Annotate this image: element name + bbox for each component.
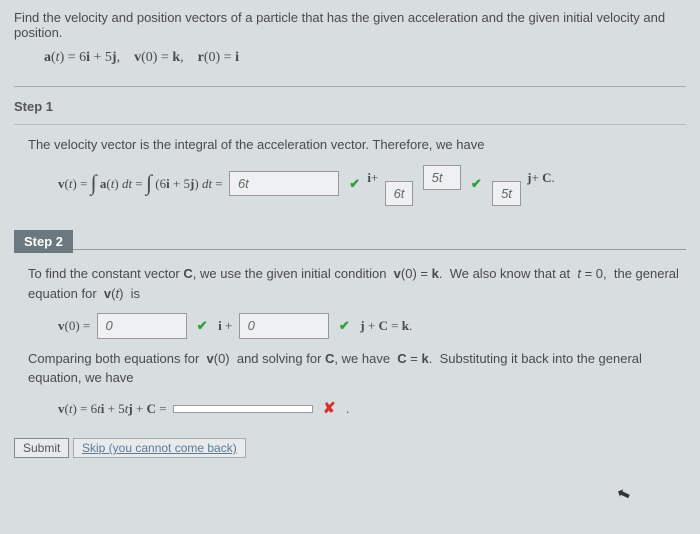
cross-icon: ✘ bbox=[323, 401, 336, 417]
answer-sub-1: 6t bbox=[385, 181, 414, 207]
answer-sub-2: 5t bbox=[492, 181, 521, 207]
answer-input-5[interactable] bbox=[173, 405, 313, 413]
answer-input-4[interactable]: 0 bbox=[239, 313, 329, 339]
problem-equation: a(t) = 6i + 5j, v(0) = k, r(0) = i bbox=[14, 40, 686, 70]
step2-equation-2: v(t) = 6ti + 5tj + C = ✘ . bbox=[58, 398, 686, 421]
step1-label: Step 1 bbox=[14, 99, 686, 114]
skip-link[interactable]: Skip (you cannot come back) bbox=[73, 438, 246, 458]
check-icon: ✔ bbox=[349, 176, 360, 191]
step2-text1: To find the constant vector C, we use th… bbox=[28, 264, 686, 303]
cursor-icon: ⬉ bbox=[614, 482, 633, 505]
check-icon: ✔ bbox=[197, 318, 208, 333]
check-icon: ✔ bbox=[339, 318, 350, 333]
step2-equation-1: v(0) = 0 ✔ i + 0 ✔ j + C = k. bbox=[58, 313, 686, 339]
check-icon: ✔ bbox=[471, 176, 482, 191]
step1-equation: v(t) = ∫ a(t) dt = ∫ (6i + 5j) dt = 6t ✔… bbox=[58, 165, 686, 207]
problem-text: Find the velocity and position vectors o… bbox=[14, 10, 686, 40]
answer-input-3[interactable]: 0 bbox=[97, 313, 187, 339]
step2-text2: Comparing both equations for v(0) and so… bbox=[28, 349, 686, 388]
step2-label: Step 2 bbox=[14, 230, 73, 253]
submit-button[interactable]: Submit bbox=[14, 438, 69, 458]
divider bbox=[14, 124, 686, 125]
answer-input-2[interactable]: 5t bbox=[423, 165, 461, 191]
answer-input-1[interactable]: 6t bbox=[229, 171, 339, 197]
step1-text: The velocity vector is the integral of t… bbox=[28, 135, 686, 155]
